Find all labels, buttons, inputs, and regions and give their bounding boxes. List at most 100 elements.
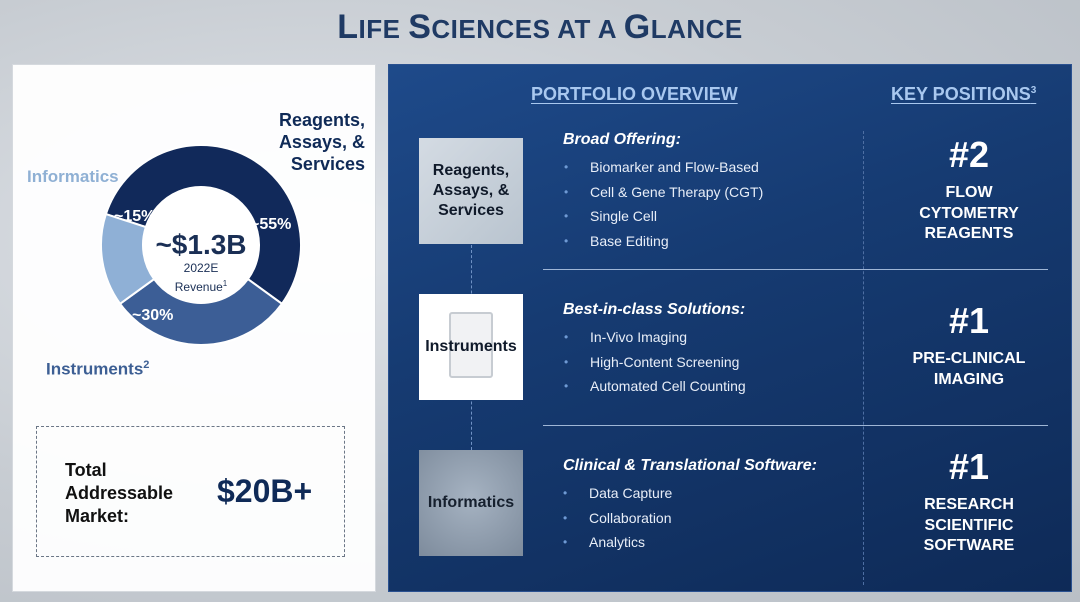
key-position-preclinical-imaging: #1 PRE-CLINICAL IMAGING xyxy=(895,301,1043,390)
rank-description: PRE-CLINICAL IMAGING xyxy=(895,349,1043,390)
tile-label-line: Assays, & xyxy=(432,182,510,199)
rank-description: FLOW CYTOMETRY REAGENTS xyxy=(895,183,1043,245)
tam-label-line: Addressable xyxy=(65,483,174,503)
bullet-icon: • xyxy=(563,535,568,549)
tile-label: Informatics xyxy=(427,494,515,511)
title-part: L xyxy=(337,8,359,46)
title-part: IFE xyxy=(358,14,409,44)
bullet-icon: • xyxy=(564,354,569,369)
rank-description-line: SOFTWARE xyxy=(923,537,1015,554)
segment-pct-reagents: ~55% xyxy=(250,216,292,233)
rank-description-line: RESEARCH xyxy=(924,496,1014,513)
tam-box: Total Addressable Market: $20B+ xyxy=(36,426,345,557)
instrument-image xyxy=(449,312,493,378)
list-item: • Single Cell xyxy=(563,204,763,229)
title-part: CIENCES AT A xyxy=(431,14,624,44)
portfolio-block-instruments: Best-in-class Solutions: • In-Vivo Imagin… xyxy=(563,301,746,399)
rank-description-line: CYTOMETRY xyxy=(919,204,1019,222)
segment-pct-informatics: ~15% xyxy=(114,208,156,225)
list-item-text: Single Cell xyxy=(590,208,657,224)
block-title: Clinical & Translational Software: xyxy=(563,457,817,474)
column-divider xyxy=(863,131,864,585)
tile-label: Instruments xyxy=(425,338,517,355)
tile-label-line: Services xyxy=(438,202,504,219)
list-item: • Analytics xyxy=(563,530,817,555)
tam-label-line: Market: xyxy=(65,506,130,526)
page-title: LIFE SCIENCES AT A GLANCE xyxy=(0,8,1080,47)
list-item: • Cell & Gene Therapy (CGT) xyxy=(563,180,763,205)
tam-label-line: Total xyxy=(65,460,107,480)
tile-label: Reagents, Assays, & Services xyxy=(433,161,510,221)
title-part: G xyxy=(623,8,651,46)
bullet-icon: • xyxy=(564,209,569,223)
list-item: • Collaboration xyxy=(563,506,817,531)
bullet-icon: • xyxy=(564,184,569,199)
footnote-marker: 2 xyxy=(143,359,150,371)
segment-label-line: Assays, & xyxy=(278,132,365,152)
list-item: • In-Vivo Imaging xyxy=(563,325,746,350)
list-item: • Data Capture xyxy=(563,481,817,506)
total-revenue-value: ~$1.3B xyxy=(155,229,247,260)
list-item: • Biomarker and Flow-Based xyxy=(563,155,763,180)
list-item-text: Biomarker and Flow-Based xyxy=(590,159,759,175)
donut-hole xyxy=(144,188,258,302)
tile-informatics: Informatics xyxy=(419,450,523,556)
list-item-text: Automated Cell Counting xyxy=(590,378,746,394)
revenue-year: 2022E xyxy=(183,261,219,275)
segment-label-instruments: Instruments2 xyxy=(46,359,149,380)
title-part: LANCE xyxy=(650,14,743,44)
bullet-icon: • xyxy=(563,486,568,500)
segment-label-line: Reagents, xyxy=(278,110,365,130)
row-divider xyxy=(543,269,1048,270)
rank-description-line: REAGENTS xyxy=(924,225,1014,242)
list-item: • High-Content Screening xyxy=(563,350,746,375)
list-item-text: Collaboration xyxy=(589,509,672,526)
list-item-text: Analytics xyxy=(589,534,646,550)
key-position-flow-cytometry: #2 FLOW CYTOMETRY REAGENTS xyxy=(895,135,1043,245)
revenue-caption: Revenue1 xyxy=(147,276,255,295)
tam-label: Total Addressable Market: xyxy=(65,459,195,528)
bullet-icon: • xyxy=(564,330,569,344)
row-divider xyxy=(543,425,1048,426)
footnote-marker: 1 xyxy=(222,279,228,288)
segment-label-line: Services xyxy=(290,154,365,174)
tam-value: $20B+ xyxy=(217,473,313,509)
key-positions-text: KEY POSITIONS xyxy=(891,84,1031,104)
block-title: Best-in-class Solutions: xyxy=(563,301,746,318)
key-positions-header: KEY POSITIONS3 xyxy=(891,84,1036,105)
bullet-icon: • xyxy=(563,510,568,525)
revenue-caption-text: Revenue xyxy=(174,280,223,294)
segment-label-informatics: Informatics xyxy=(27,167,119,186)
rank-description-line: PRE-CLINICAL xyxy=(912,350,1026,367)
donut-segment-reagents xyxy=(104,144,302,306)
segment-label-reagents: Reagents, Assays, & Services xyxy=(269,109,365,175)
list-item-text: Cell & Gene Therapy (CGT) xyxy=(590,183,764,200)
rank-value: #1 xyxy=(948,300,990,341)
donut-segment-instruments xyxy=(118,277,284,346)
list-item-text: Base Editing xyxy=(590,232,669,249)
list-item-text: Data Capture xyxy=(589,485,673,501)
portfolio-block-informatics: Clinical & Translational Software: • Data… xyxy=(563,457,817,555)
list-item-text: In-Vivo Imaging xyxy=(590,329,688,345)
bullet-icon: • xyxy=(564,233,569,248)
rank-description: RESEARCH SCIENTIFIC SOFTWARE xyxy=(895,495,1043,557)
list-item-text: High-Content Screening xyxy=(590,353,740,370)
rank-description-line: IMAGING xyxy=(933,370,1005,388)
list-item: • Base Editing xyxy=(563,229,763,254)
bullet-icon: • xyxy=(564,379,569,393)
bullet-icon: • xyxy=(564,160,569,174)
rank-value: #2 xyxy=(948,134,990,175)
footnote-marker: 3 xyxy=(1030,85,1037,96)
portfolio-panel: PORTFOLIO OVERVIEW KEY POSITIONS3 Reagen… xyxy=(388,64,1072,592)
donut-segment-informatics xyxy=(100,212,156,306)
rank-description-line: SCIENTIFIC xyxy=(924,516,1014,534)
tile-instruments: Instruments xyxy=(419,294,523,400)
block-title: Broad Offering: xyxy=(563,131,681,148)
title-part: S xyxy=(408,8,432,46)
portfolio-overview-header: PORTFOLIO OVERVIEW xyxy=(531,84,738,104)
list-item: • Automated Cell Counting xyxy=(563,374,746,399)
tile-label-line: Reagents, xyxy=(432,162,510,179)
key-position-research-software: #1 RESEARCH SCIENTIFIC SOFTWARE xyxy=(895,447,1043,557)
segment-label-text: Instruments xyxy=(46,359,144,379)
donut-center: ~$1.3B 2022E Revenue1 xyxy=(147,229,255,295)
